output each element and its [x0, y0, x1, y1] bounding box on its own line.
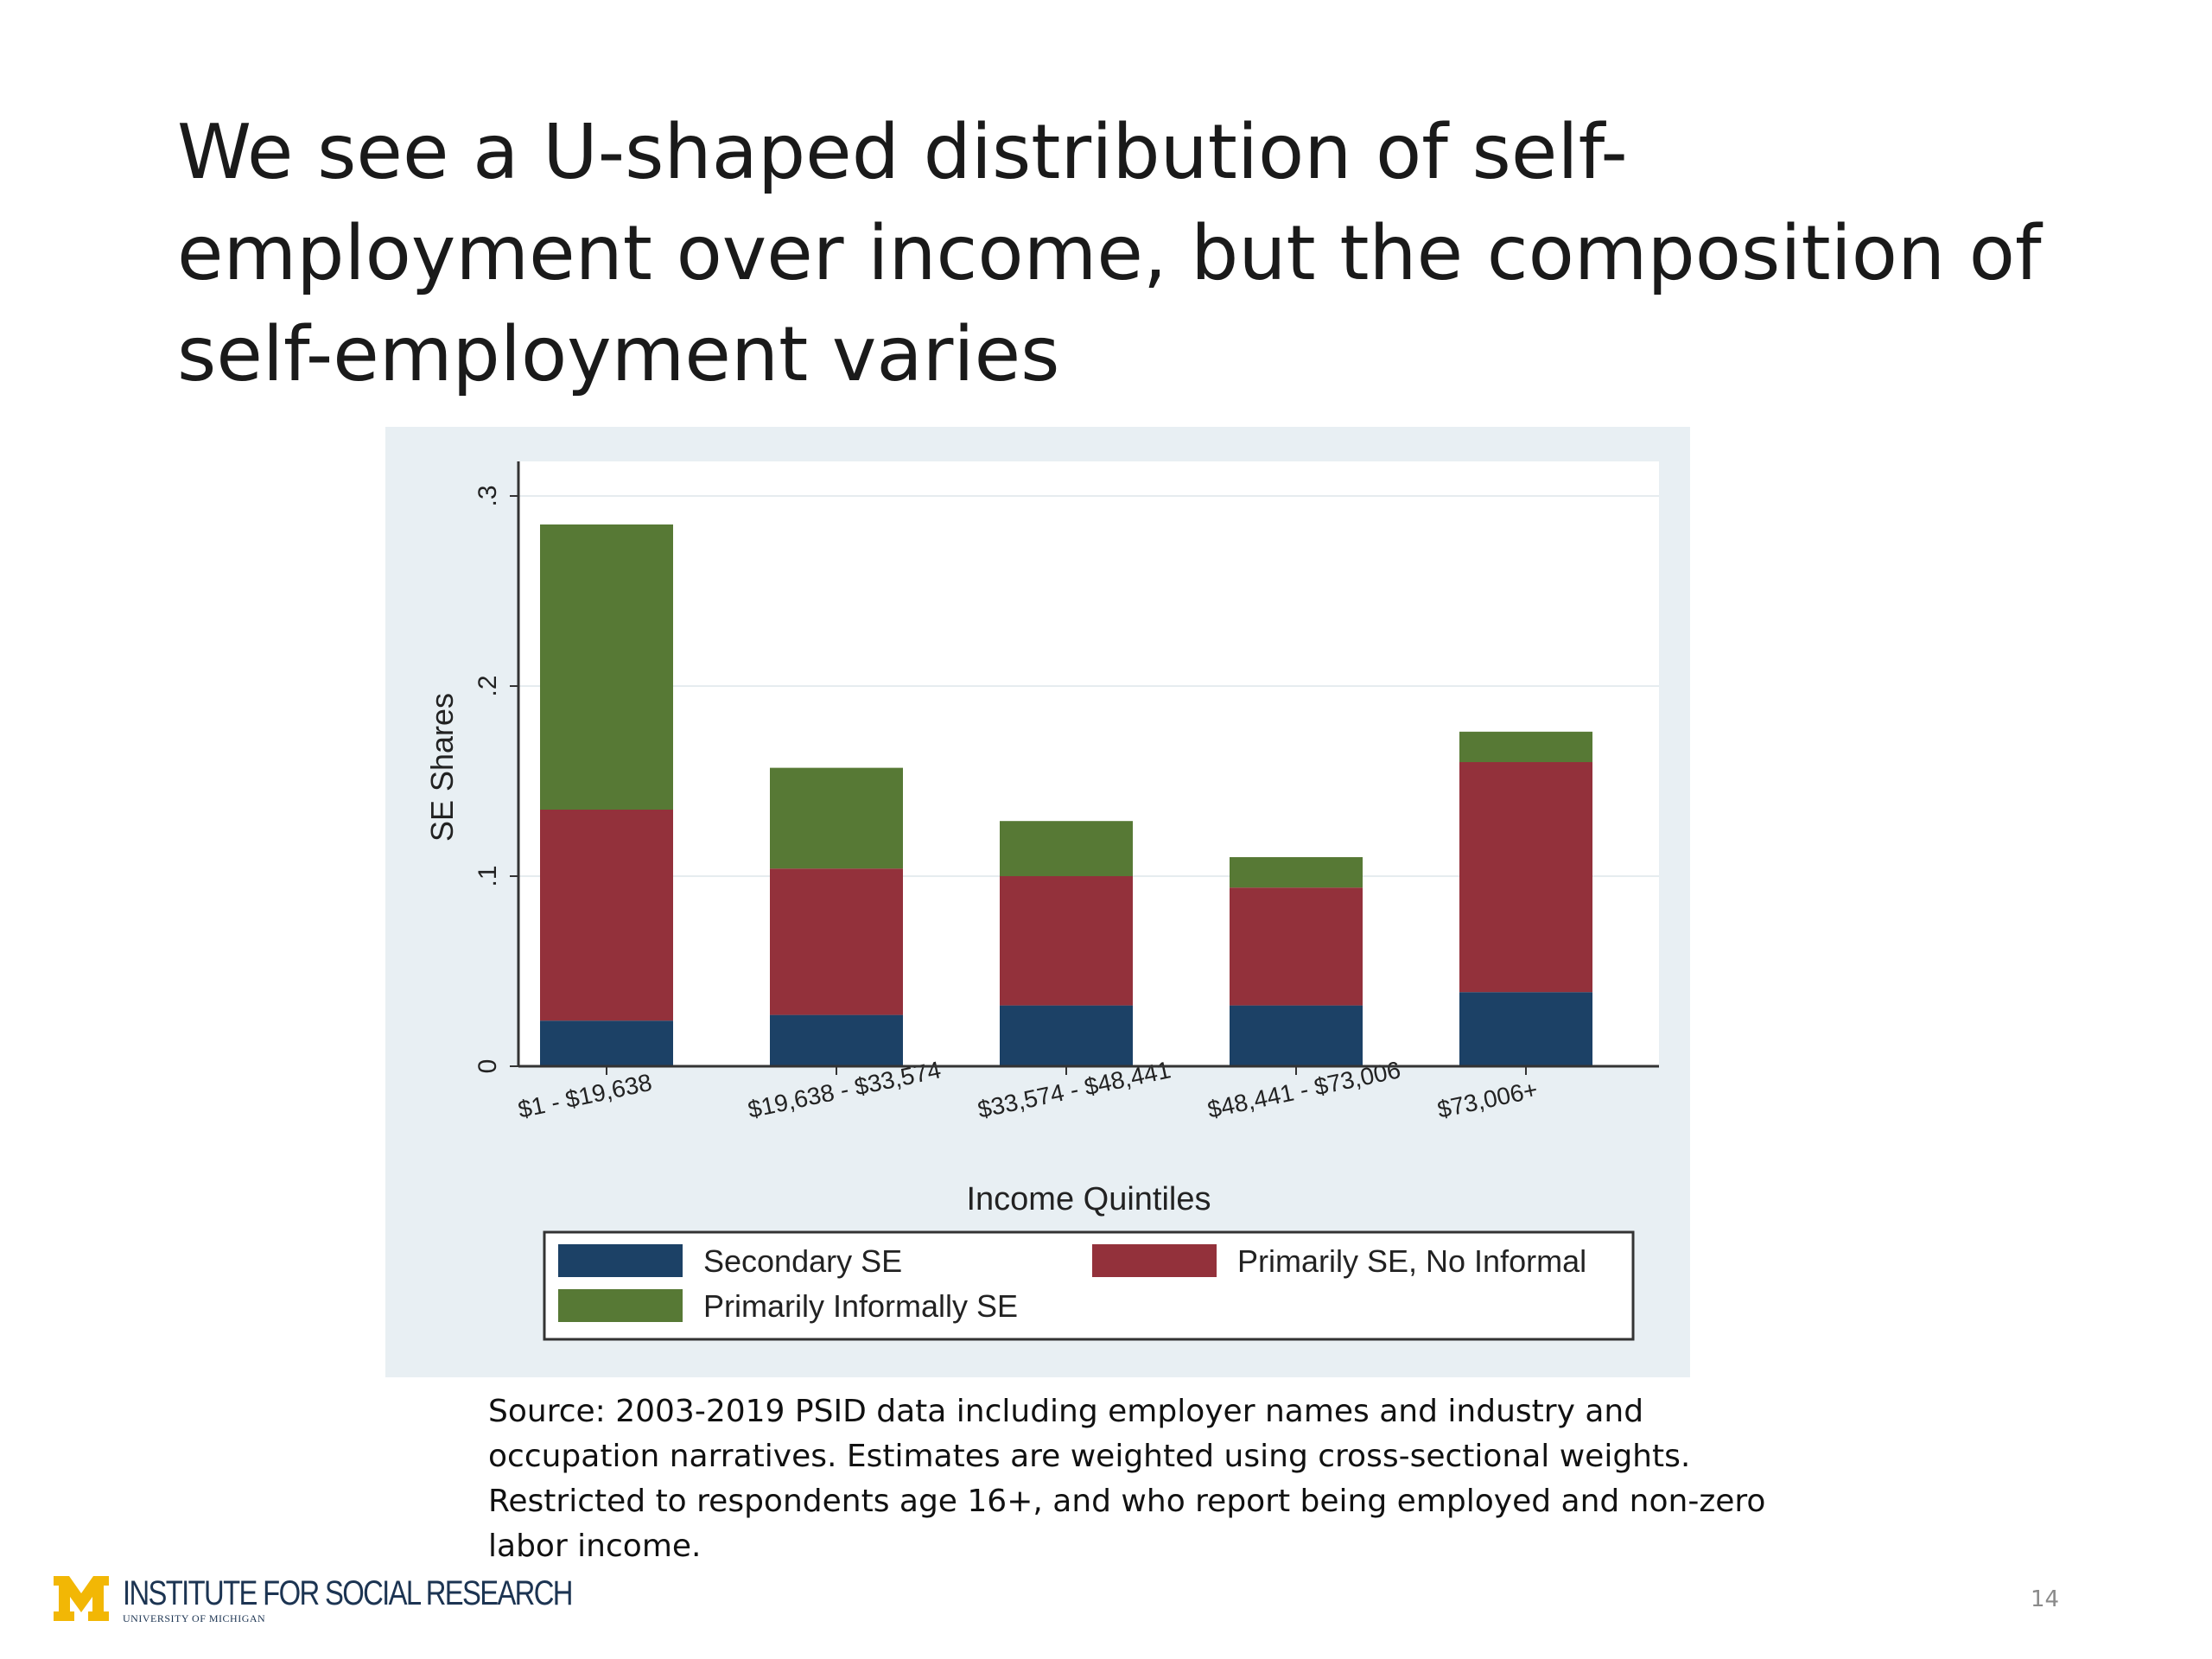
bar-primarily-se-no-informal-1: [540, 810, 673, 1021]
legend-label: Secondary SE: [703, 1243, 902, 1279]
chart-panel: $1 - $19,638 $19,638 - $33,574 $33,574 - $…: [385, 427, 1690, 1377]
bar-primarily-informally-se-2: [770, 767, 903, 869]
bar-primarily-se-no-informal-2: [770, 868, 903, 1015]
y-tick-label: .1: [474, 865, 502, 887]
bar-primarily-informally-se-3: [1000, 821, 1133, 876]
source-note-line: labor income.: [488, 1529, 702, 1564]
slide-title-line: We see a U-shaped distribution of self-: [177, 108, 1628, 196]
legend-box: [543, 1230, 1635, 1341]
y-tick-label: .2: [474, 675, 502, 696]
bar-primarily-se-no-informal-4: [1230, 887, 1363, 1006]
logo-subtext: UNIVERSITY OF MICHIGAN: [123, 1612, 266, 1624]
legend-swatch: [558, 1244, 683, 1277]
bar-secondary-se-2: [770, 1014, 903, 1066]
bar-primarily-se-no-informal-5: [1459, 762, 1592, 993]
x-tick-label: $73,006+: [1435, 1076, 1540, 1123]
source-note: Source: 2003-2019 PSID data including em…: [488, 1389, 1784, 1569]
y-axis-title: SE Shares: [424, 693, 460, 842]
y-tick-label: .3: [474, 485, 502, 506]
legend-swatch: [1092, 1244, 1217, 1277]
bar-secondary-se-5: [1459, 992, 1592, 1066]
x-tick-label: $1 - $19,638: [516, 1069, 654, 1123]
source-note-line: Restricted to respondents age 16+, and w…: [488, 1484, 1766, 1519]
se-shares-bar-chart: $1 - $19,638 $19,638 - $33,574 $33,574 - $…: [424, 461, 1659, 1341]
block-m-logo-icon: [54, 1576, 109, 1621]
bar-secondary-se-4: [1230, 1005, 1363, 1066]
slide-title: We see a U-shaped distribution of self- …: [177, 102, 2121, 405]
logo-text: INSTITUTE FOR SOCIAL RESEARCH: [123, 1574, 573, 1612]
bar-primarily-informally-se-4: [1230, 857, 1363, 888]
bar-primarily-informally-se-5: [1459, 731, 1592, 762]
legend-label: Primarily SE, No Informal: [1237, 1243, 1586, 1279]
legend-label: Primarily Informally SE: [703, 1288, 1018, 1324]
isr-logo: INSTITUTE FOR SOCIAL RESEARCH UNIVERSITY…: [54, 1576, 671, 1628]
legend-swatch: [558, 1289, 683, 1322]
slide-title-line: employment over income, but the composit…: [177, 209, 2042, 297]
page-number: 14: [2031, 1586, 2060, 1612]
x-axis-title: Income Quintiles: [966, 1181, 1211, 1217]
bar-secondary-se-3: [1000, 1005, 1133, 1066]
source-note-line: occupation narratives. Estimates are wei…: [488, 1439, 1691, 1474]
source-note-line: Source: 2003-2019 PSID data including em…: [488, 1394, 1644, 1429]
bar-secondary-se-1: [540, 1020, 673, 1066]
slide-title-line: self-employment varies: [177, 310, 1060, 398]
bar-primarily-se-no-informal-3: [1000, 876, 1133, 1006]
bar-primarily-informally-se-1: [540, 524, 673, 810]
y-tick-label: 0: [474, 1059, 502, 1074]
